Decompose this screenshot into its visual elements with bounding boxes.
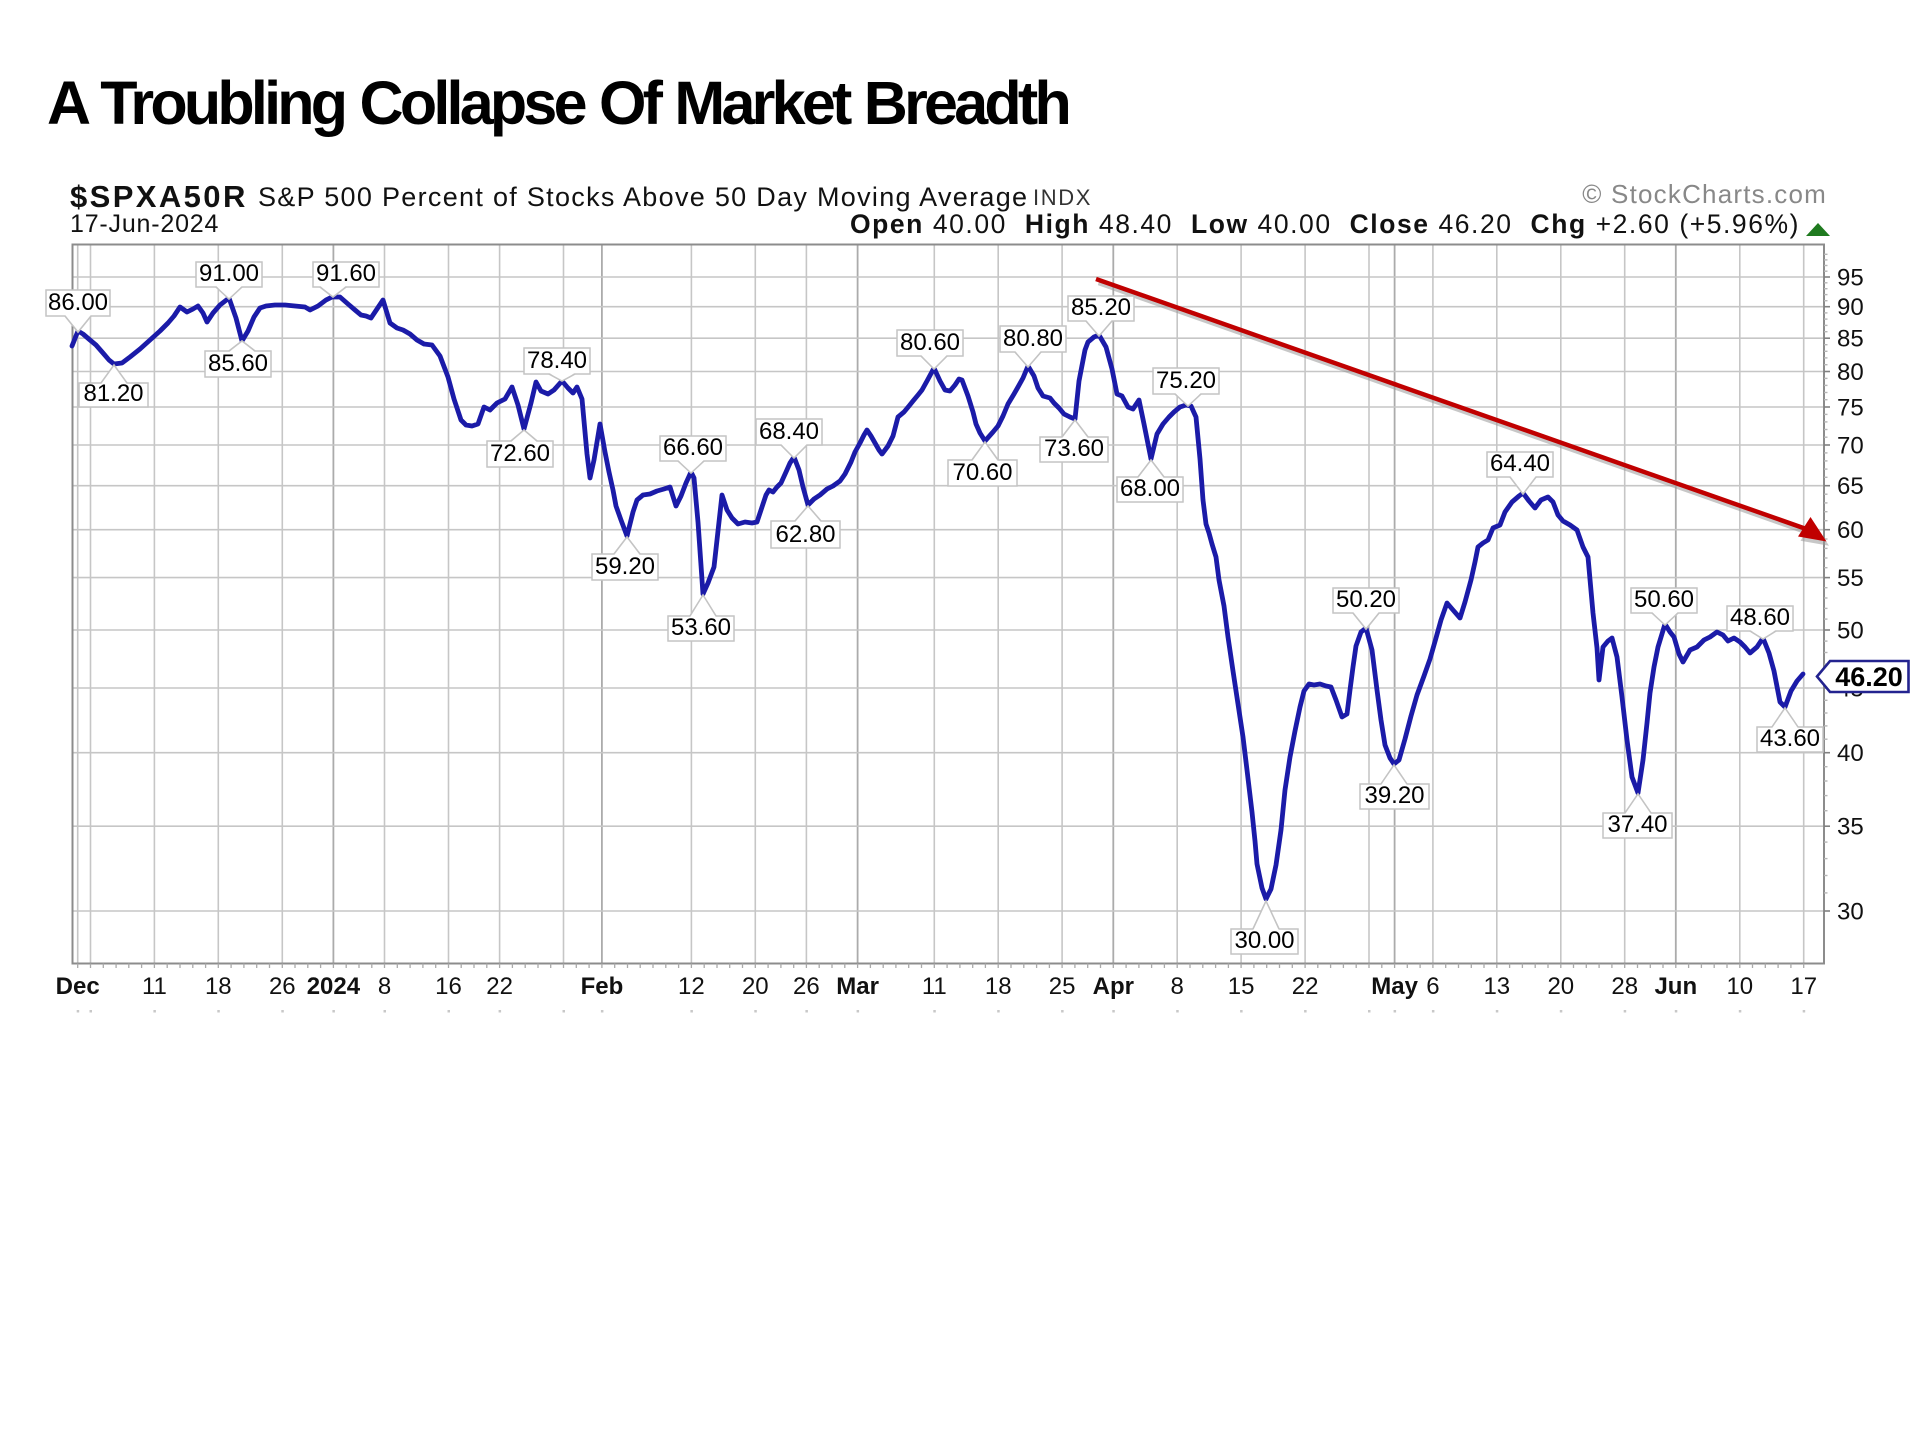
svg-text:18: 18 [205, 973, 232, 1000]
svg-text:S&P 500 Percent of Stocks Abov: S&P 500 Percent of Stocks Above 50 Day M… [258, 182, 1028, 212]
svg-text:73.60: 73.60 [1044, 435, 1104, 462]
svg-text:13: 13 [1483, 973, 1510, 1000]
svg-text:60: 60 [1837, 517, 1864, 544]
svg-text:40: 40 [1837, 740, 1864, 767]
svg-text:85.60: 85.60 [208, 350, 268, 377]
svg-text:17: 17 [1790, 973, 1817, 1000]
svg-text:70.60: 70.60 [952, 459, 1012, 486]
svg-text:68.00: 68.00 [1120, 475, 1180, 502]
svg-text:© StockCharts.com: © StockCharts.com [1582, 179, 1827, 209]
svg-text:May: May [1371, 973, 1418, 1000]
svg-text:Apr: Apr [1093, 973, 1134, 1000]
svg-text:INDX: INDX [1033, 185, 1092, 210]
svg-text:8: 8 [1171, 973, 1184, 1000]
svg-text:39.20: 39.20 [1364, 782, 1424, 809]
svg-text:59.20: 59.20 [595, 553, 655, 580]
svg-text:91.00: 91.00 [199, 260, 259, 287]
svg-text:80: 80 [1837, 359, 1864, 386]
svg-text:70: 70 [1837, 433, 1864, 460]
svg-text:30: 30 [1837, 899, 1864, 926]
svg-text:68.40: 68.40 [759, 418, 819, 445]
svg-text:53.60: 53.60 [671, 614, 731, 641]
svg-text:64.40: 64.40 [1490, 450, 1550, 477]
svg-text:2024: 2024 [307, 973, 361, 1000]
svg-text:65: 65 [1837, 473, 1864, 500]
svg-text:25: 25 [1049, 973, 1076, 1000]
svg-text:Feb: Feb [581, 973, 624, 1000]
svg-text:91.60: 91.60 [316, 260, 376, 287]
svg-text:30.00: 30.00 [1234, 927, 1294, 954]
svg-text:75: 75 [1837, 395, 1864, 422]
svg-text:66.60: 66.60 [663, 434, 723, 461]
svg-text:50.20: 50.20 [1336, 586, 1396, 613]
svg-text:8: 8 [378, 973, 391, 1000]
svg-text:16: 16 [435, 973, 462, 1000]
svg-text:37.40: 37.40 [1607, 811, 1667, 838]
svg-text:17-Jun-2024: 17-Jun-2024 [70, 210, 219, 238]
svg-text:28: 28 [1611, 973, 1638, 1000]
svg-text:80.80: 80.80 [1003, 325, 1063, 352]
svg-text:Mar: Mar [836, 973, 879, 1000]
svg-text:Dec: Dec [56, 973, 100, 1000]
svg-text:75.20: 75.20 [1156, 367, 1216, 394]
svg-text:22: 22 [1292, 973, 1319, 1000]
svg-text:55: 55 [1837, 565, 1864, 592]
svg-text:81.20: 81.20 [83, 380, 143, 407]
svg-text:22: 22 [486, 973, 513, 1000]
svg-text:43.60: 43.60 [1760, 725, 1820, 752]
svg-text:18: 18 [985, 973, 1012, 1000]
svg-text:80.60: 80.60 [900, 329, 960, 356]
svg-text:78.40: 78.40 [527, 347, 587, 374]
svg-text:85: 85 [1837, 326, 1864, 353]
svg-text:Jun: Jun [1654, 973, 1697, 1000]
svg-text:35: 35 [1837, 814, 1864, 841]
svg-text:50.60: 50.60 [1634, 586, 1694, 613]
svg-text:6: 6 [1426, 973, 1439, 1000]
svg-text:26: 26 [269, 973, 296, 1000]
svg-text:72.60: 72.60 [490, 440, 550, 467]
svg-text:62.80: 62.80 [775, 521, 835, 548]
svg-text:85.20: 85.20 [1071, 294, 1131, 321]
svg-text:12: 12 [678, 973, 705, 1000]
svg-text:26: 26 [793, 973, 820, 1000]
svg-text:11: 11 [922, 973, 947, 1000]
svg-text:10: 10 [1726, 973, 1753, 1000]
svg-text:90: 90 [1837, 294, 1864, 321]
svg-text:$SPXA50R: $SPXA50R [70, 179, 248, 214]
svg-text:86.00: 86.00 [48, 289, 108, 316]
svg-text:20: 20 [1547, 973, 1574, 1000]
svg-text:46.20: 46.20 [1835, 662, 1903, 692]
svg-text:95: 95 [1837, 265, 1864, 292]
svg-text:A Troubling Collapse Of Market: A Troubling Collapse Of Market Breadth [47, 69, 1068, 137]
svg-text:20: 20 [742, 973, 769, 1000]
svg-text:11: 11 [142, 973, 167, 1000]
svg-text:50: 50 [1837, 618, 1864, 645]
svg-text:15: 15 [1228, 973, 1255, 1000]
svg-text:48.60: 48.60 [1730, 604, 1790, 631]
